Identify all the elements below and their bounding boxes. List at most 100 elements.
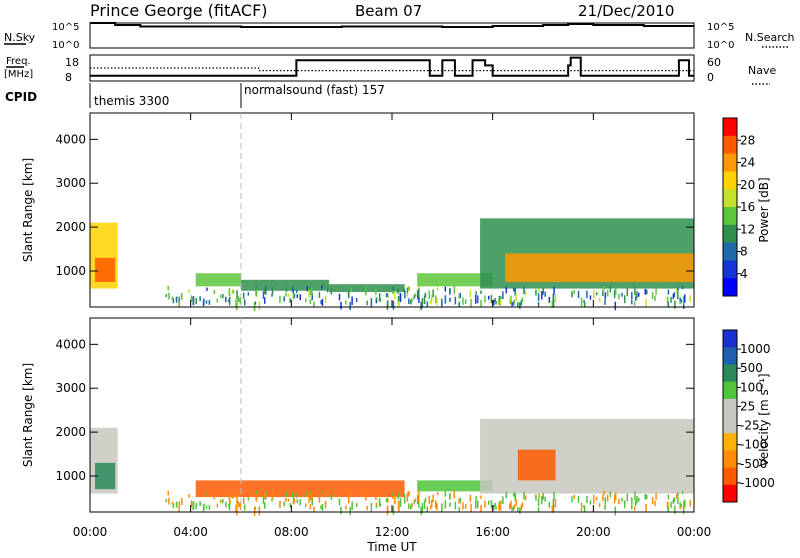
vel-data-speck [517, 507, 519, 513]
vel-data-speck [178, 501, 181, 507]
velocity-colorbar-tick-label: -1000 [740, 476, 775, 490]
velocity-colorbar-swatch [723, 484, 737, 503]
cpid-panel: CPID themis 3300 normalsound (fast) 157 [5, 83, 385, 108]
power-data-speck [321, 285, 323, 289]
power-data-speck [258, 301, 261, 311]
vel-data-speck [638, 497, 640, 502]
cpid-segment-2: normalsound (fast) 157 [244, 83, 385, 97]
power-data-speck [520, 299, 523, 306]
vel-data-speck [192, 501, 194, 511]
power-data-speck [188, 289, 190, 293]
vel-data-speck [613, 494, 616, 504]
power-data-speck [203, 298, 205, 305]
power-data-speck [192, 296, 194, 306]
vel-data-speck [595, 496, 598, 501]
nave-right-label: Nave [748, 64, 776, 77]
vel-data-speck [355, 503, 358, 508]
power-data-speck [521, 297, 524, 303]
power-data-speck [414, 293, 417, 297]
power-data-speck [347, 290, 350, 299]
vel-data-speck [375, 492, 377, 500]
vel-data-speck [626, 493, 629, 502]
vel-data-speck [676, 493, 678, 499]
vel-data-speck [634, 501, 637, 506]
power-data-speck [666, 296, 669, 304]
vel-data-speck [350, 492, 352, 498]
power-data-speck [484, 295, 486, 303]
power-data-speck [542, 287, 544, 295]
power-colorbar-swatch [723, 224, 737, 244]
power-y-tick-label: 2000 [55, 220, 86, 234]
power-data-speck [313, 301, 315, 308]
power-data-speck [271, 286, 274, 295]
power-data-speck [513, 299, 516, 304]
vel-data-speck [418, 500, 420, 508]
velocity-colorbar-tick-label: 500 [740, 361, 763, 375]
vel-data-speck [165, 499, 168, 503]
vel-data-speck [392, 495, 394, 500]
vel-data-speck [406, 498, 409, 502]
power-data-speck [454, 296, 457, 305]
vel-data-speck [454, 501, 457, 510]
nsky-frame [89, 22, 695, 49]
power-data-speck [602, 289, 604, 297]
nsky-right-tick-bottom: 10^0 [707, 40, 734, 51]
vel-data-speck [511, 507, 513, 512]
power-data-speck [444, 295, 447, 304]
vel-data-speck [213, 494, 216, 500]
vel-data-speck [679, 505, 681, 510]
power-y-tick-label: 1000 [55, 264, 86, 278]
power-data-speck [480, 290, 482, 294]
power-data-speck [614, 301, 617, 311]
power-data-speck [604, 299, 606, 305]
power-data-speck [399, 293, 402, 301]
power-data-speck [350, 287, 352, 293]
power-data-speck [366, 300, 368, 306]
freq-left-tick-bottom: 8 [65, 71, 72, 84]
power-data-region-1 [95, 257, 116, 282]
vel-data-speck [464, 504, 467, 509]
vel-data-speck [347, 495, 350, 504]
velocity-colorbar-swatch [723, 381, 737, 400]
vel-data-speck [667, 507, 670, 513]
vel-data-speck [586, 495, 588, 504]
vel-data-speck [436, 492, 439, 496]
vel-data-speck [609, 491, 612, 498]
vel-data-speck [515, 498, 517, 506]
vel-data-speck [370, 503, 373, 512]
velocity-axes: 1000 2000 3000 4000 [55, 318, 695, 512]
power-data-speck [392, 301, 395, 310]
vel-data-speck [444, 500, 447, 509]
vel-data-speck [309, 493, 312, 501]
vel-data-speck [679, 502, 681, 507]
power-axes: 1000 2000 3000 4000 [55, 113, 695, 307]
vel-data-speck [423, 500, 426, 510]
vel-data-region-4 [480, 418, 694, 494]
vel-data-speck [631, 505, 633, 510]
vel-data-speck [502, 496, 504, 505]
power-colorbar-tick-label: 16 [740, 200, 755, 214]
vel-data-speck [243, 497, 245, 504]
vel-data-speck [670, 501, 672, 508]
vel-data-speck [205, 505, 208, 509]
power-data-speck [309, 286, 311, 291]
power-data-speck [311, 292, 314, 300]
vel-data-speck [263, 502, 266, 509]
power-data-speck [667, 302, 670, 308]
vel-data-speck [513, 492, 515, 497]
vel-data-speck [414, 498, 417, 502]
vel-data-speck [469, 494, 472, 503]
power-data-speck [667, 289, 670, 295]
vel-data-speck [631, 497, 633, 505]
power-data-layer [90, 218, 694, 312]
vel-data-speck [305, 503, 307, 508]
vel-data-speck [593, 494, 595, 504]
power-data-speck [292, 293, 295, 300]
power-panel: 1000 2000 3000 4000 Slant Range [km] [21, 112, 695, 312]
vel-data-speck [677, 496, 679, 505]
power-data-speck [199, 296, 201, 302]
power-data-speck [263, 297, 266, 304]
vel-data-speck [397, 493, 399, 499]
vel-data-speck [492, 504, 495, 510]
power-data-speck [420, 302, 422, 311]
